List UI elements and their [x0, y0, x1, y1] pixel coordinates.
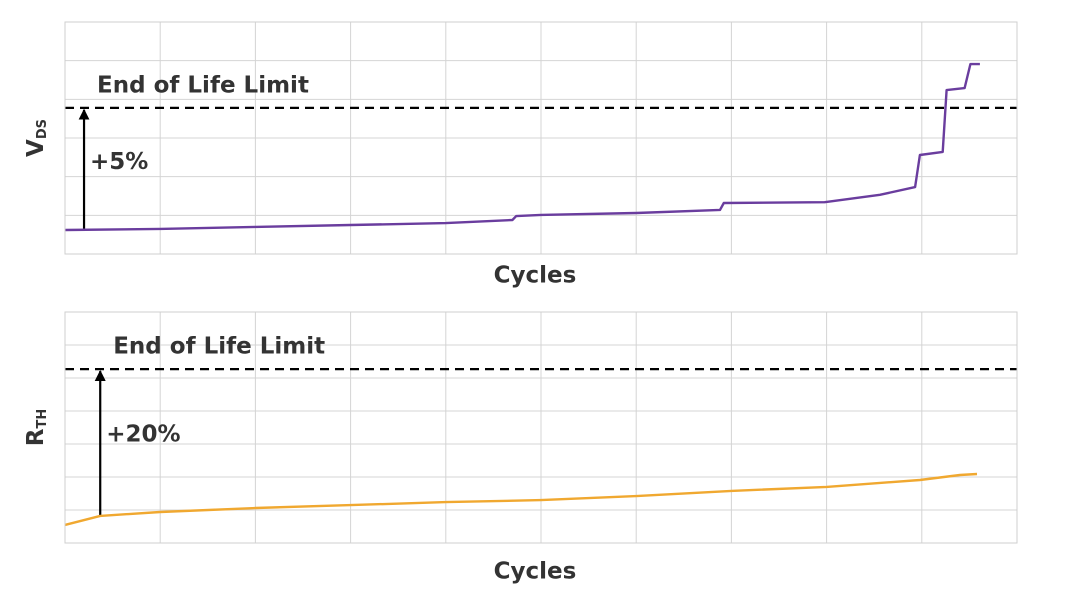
y-axis-label-sub: DS — [35, 119, 50, 139]
x-axis-label: Cycles — [494, 559, 577, 585]
arrow-label: +5% — [90, 149, 148, 175]
arrow-label: +20% — [106, 422, 180, 448]
plot-frame — [64, 311, 1018, 544]
y-axis-label-main: R — [23, 428, 49, 446]
y-axis-label-main: V — [23, 139, 49, 157]
y-axis-label: RTH — [23, 409, 50, 446]
y-axis-label: VDS — [23, 119, 50, 157]
x-axis-label: Cycles — [494, 263, 577, 289]
data-line — [64, 472, 978, 527]
limit-label: End of Life Limit — [97, 72, 309, 98]
limit-label: End of Life Limit — [113, 334, 325, 360]
data-line — [64, 62, 980, 232]
plot-frame — [64, 21, 1018, 255]
y-axis-label-sub: TH — [35, 409, 50, 429]
